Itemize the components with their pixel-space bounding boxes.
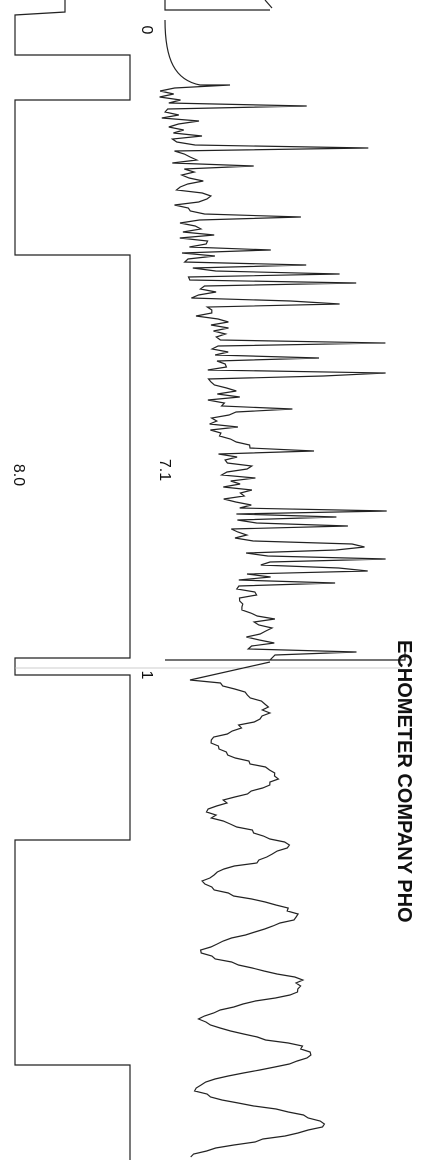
marker-line: [164, 0, 273, 11]
header: ECHOMETER COMPANY PHO: [393, 640, 415, 923]
square-wave: [14, 0, 131, 1160]
marker-label: 8.0: [10, 464, 27, 486]
marker-label: 0: [138, 26, 155, 35]
echo-trace: [189, 661, 326, 1158]
marker-label: 1: [138, 671, 155, 680]
baseline: [165, 645, 406, 661]
marker-label: 7.1: [156, 459, 173, 481]
echo-trace: [159, 19, 387, 661]
